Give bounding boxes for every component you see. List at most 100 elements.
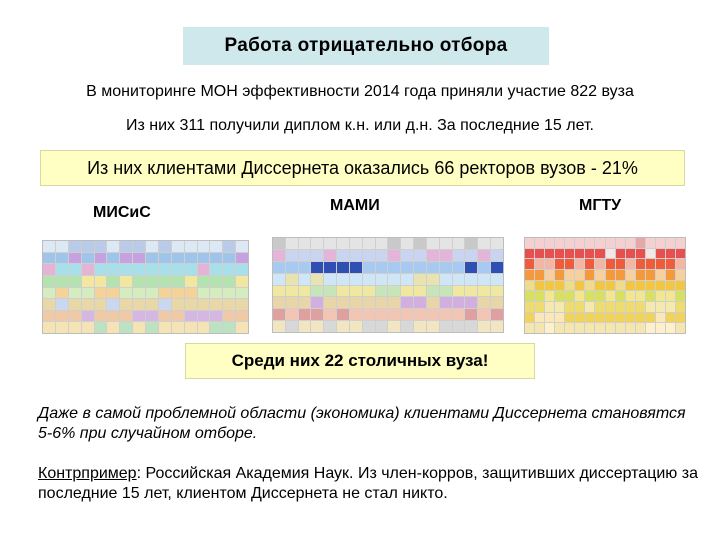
table-cell — [675, 270, 685, 280]
table-cell — [655, 270, 665, 280]
table-cell — [236, 241, 248, 252]
table-cell — [605, 323, 615, 333]
table-cell — [236, 287, 248, 299]
table-cell — [491, 285, 503, 297]
table-cell — [81, 241, 94, 252]
table-cell — [665, 323, 675, 333]
table-cell — [675, 259, 685, 269]
table-cell — [236, 252, 248, 264]
table-cell — [184, 310, 197, 322]
table-cell — [414, 285, 426, 297]
table-cell — [43, 310, 55, 322]
table-cell — [595, 302, 605, 312]
table-cell — [555, 270, 565, 280]
table-cell — [655, 323, 665, 333]
table-cell — [184, 252, 197, 264]
table-cell — [655, 238, 665, 248]
table-cell — [349, 238, 362, 249]
mgtu-table-image — [524, 237, 686, 334]
table-cell — [675, 238, 685, 248]
table-cell — [324, 249, 337, 261]
table-cell — [575, 259, 585, 269]
table-cell — [81, 287, 94, 299]
table-cell — [595, 238, 605, 248]
table-cell — [595, 270, 605, 280]
table-cell — [197, 310, 210, 322]
table-cell — [665, 280, 675, 291]
table-cell — [158, 322, 171, 333]
table-cell — [535, 270, 545, 280]
table-cell — [426, 249, 439, 261]
table-cell — [595, 248, 605, 259]
table-cell — [223, 299, 236, 310]
table-cell — [375, 249, 388, 261]
table-cell — [107, 322, 120, 333]
table-cell — [120, 287, 133, 299]
table-cell — [298, 261, 311, 273]
table-cell — [146, 287, 158, 299]
counterexample-text: : Российская Академия Наук. Из член-корр… — [38, 465, 698, 502]
table-cell — [452, 249, 465, 261]
table-cell — [120, 310, 133, 322]
table-cell — [535, 238, 545, 248]
table-cell — [133, 310, 145, 322]
table-cell — [311, 249, 324, 261]
table-cell — [68, 275, 81, 287]
table-cell — [298, 297, 311, 309]
table-cell — [285, 238, 298, 249]
table-cell — [605, 238, 615, 248]
table-cell — [439, 249, 452, 261]
table-cell — [375, 309, 388, 321]
capital-universities-box: Среди них 22 столичных вуза! — [185, 343, 535, 379]
table-cell — [595, 259, 605, 269]
table-cell — [565, 270, 575, 280]
table-cell — [452, 261, 465, 273]
table-cell — [349, 321, 362, 332]
table-cell — [223, 241, 236, 252]
table-cell — [625, 270, 635, 280]
table-cell — [43, 299, 55, 310]
table-cell — [388, 261, 401, 273]
table-cell — [158, 310, 171, 322]
table-cell — [439, 273, 452, 285]
table-cell — [197, 299, 210, 310]
table-cell — [465, 261, 478, 273]
university-label-mgtu: МГТУ — [579, 197, 622, 214]
table-cell — [555, 238, 565, 248]
table-cell — [94, 322, 107, 333]
table-cell — [491, 238, 503, 249]
table-cell — [555, 312, 565, 323]
table-cell — [625, 248, 635, 259]
table-cell — [273, 285, 285, 297]
table-cell — [298, 321, 311, 332]
table-cell — [171, 252, 184, 264]
table-cell — [585, 270, 595, 280]
table-cell — [171, 287, 184, 299]
table-cell — [133, 322, 145, 333]
table-cell — [625, 291, 635, 301]
table-cell — [337, 261, 349, 273]
table-cell — [625, 323, 635, 333]
table-cell — [615, 270, 625, 280]
counterexample-lead: Контрпример — [38, 465, 137, 482]
table-cell — [605, 302, 615, 312]
table-cell — [55, 299, 68, 310]
table-cell — [665, 270, 675, 280]
table-cell — [635, 238, 645, 248]
table-cell — [94, 252, 107, 264]
table-cell — [133, 287, 145, 299]
table-cell — [324, 321, 337, 332]
table-cell — [635, 291, 645, 301]
table-cell — [535, 291, 545, 301]
table-cell — [555, 323, 565, 333]
table-cell — [94, 299, 107, 310]
table-cell — [120, 264, 133, 275]
table-cell — [349, 297, 362, 309]
table-cell — [43, 322, 55, 333]
table-cell — [362, 285, 375, 297]
table-cell — [615, 259, 625, 269]
table-cell — [133, 275, 145, 287]
table-cell — [197, 275, 210, 287]
table-cell — [401, 249, 414, 261]
table-cell — [615, 302, 625, 312]
